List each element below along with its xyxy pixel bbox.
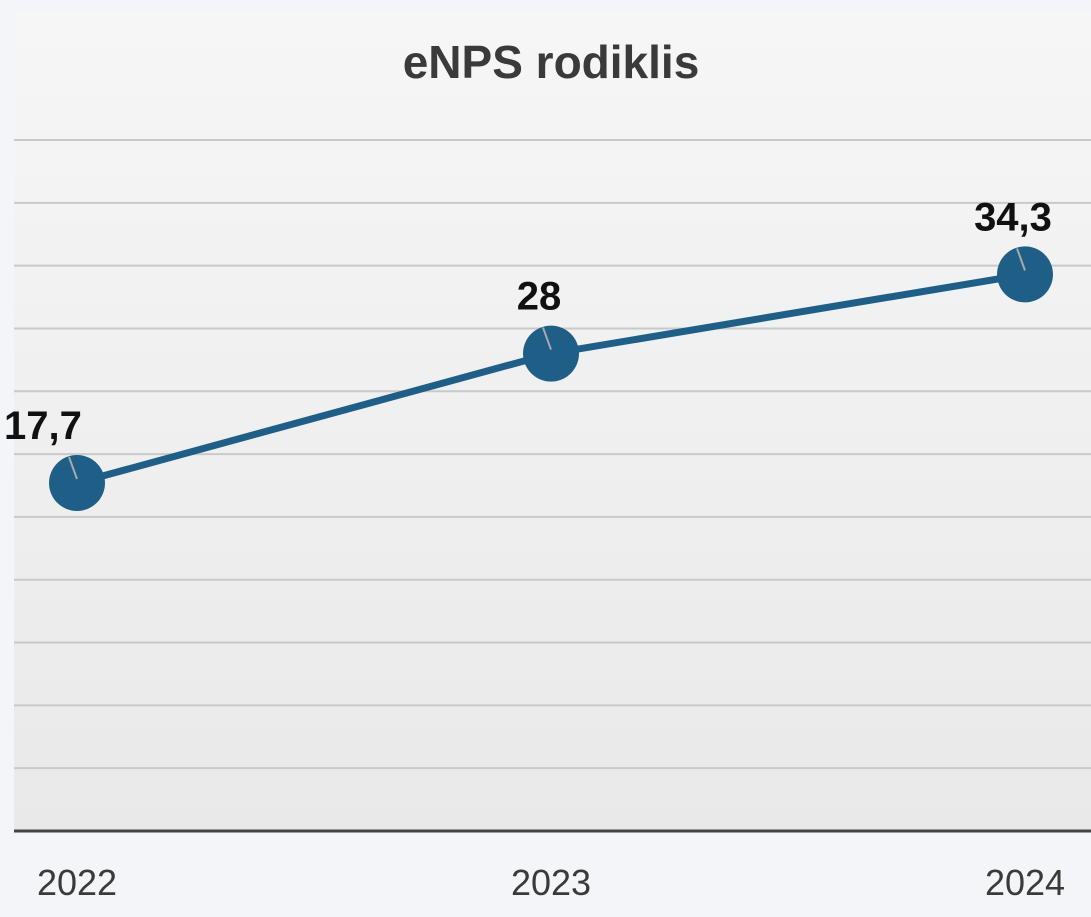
x-tick-label-2022: 2022: [37, 862, 117, 903]
x-tick-label-2023: 2023: [511, 862, 591, 903]
chart-title: eNPS rodiklis: [403, 36, 700, 88]
data-label-leader: [542, 327, 552, 350]
plot-area: [14, 12, 1091, 832]
data-label-2023: 28: [517, 275, 562, 319]
series-layer: 17,7 28 34,3: [4, 195, 1053, 511]
data-label-2022: 17,7: [4, 404, 82, 448]
data-point-2022: [49, 454, 105, 511]
data-label-leader: [68, 456, 78, 480]
data-label-2024: 34,3: [974, 195, 1052, 239]
gridlines: [14, 139, 1091, 770]
data-point-2023: [523, 325, 579, 382]
x-tick-label-2024: 2024: [985, 862, 1065, 903]
x-axis-tick-labels: 2022 2023 2024: [37, 862, 1065, 903]
data-point-2024: [997, 246, 1053, 303]
data-label-leader: [1016, 248, 1026, 271]
